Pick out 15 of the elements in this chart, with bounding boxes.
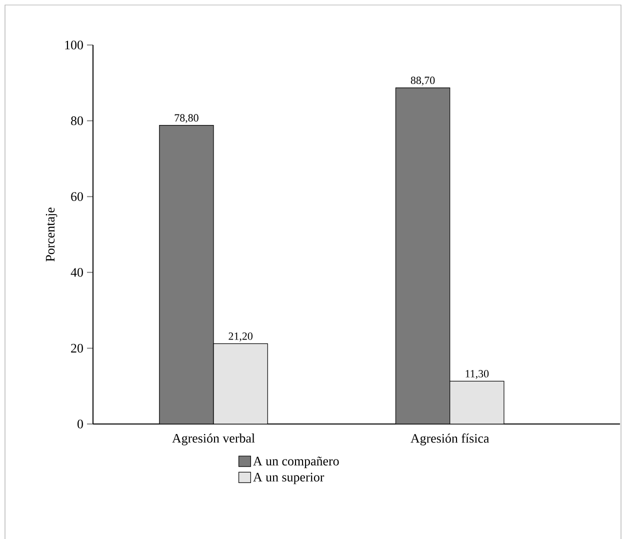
data-label: 88,70 <box>410 76 435 86</box>
data-label: 78,80 <box>174 114 198 124</box>
legend-label: A un compañero <box>253 456 339 468</box>
y-tick-label: 80 <box>71 116 83 126</box>
data-label: 11,30 <box>466 370 489 379</box>
y-tick-label: 40 <box>70 268 83 277</box>
legend-label: A un superior <box>253 472 324 484</box>
x-tick-label: Agresión física <box>410 434 490 446</box>
y-axis-title: Porcentaje <box>46 208 58 262</box>
y-tick-label: 100 <box>65 40 83 50</box>
y-tick-label: 20 <box>71 344 83 353</box>
y-tick-label: 0 <box>78 420 83 428</box>
x-tick-label: Agresión verbal <box>172 434 255 446</box>
data-label: 21,20 <box>228 332 252 342</box>
y-tick-label: 60 <box>71 192 83 201</box>
